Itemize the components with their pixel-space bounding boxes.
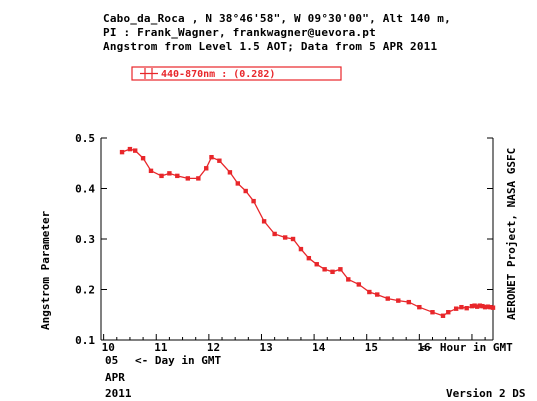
- legend-label: 440-870nm : (0.282): [161, 69, 275, 80]
- data-point: [140, 156, 146, 161]
- data-point: [235, 181, 241, 186]
- data-point: [488, 304, 493, 310]
- data-point: [430, 310, 435, 315]
- data-point: [209, 154, 214, 160]
- data-point: [298, 246, 304, 252]
- data-point: [204, 166, 209, 171]
- data-point: [322, 267, 327, 272]
- date-day: 05: [105, 354, 118, 367]
- right-axis-label: AERONET Project, NASA GSFC: [505, 148, 518, 320]
- data-point: [196, 176, 201, 181]
- version-label: Version 2 DS: [446, 387, 525, 400]
- y-tick-label: 0.2: [75, 284, 95, 297]
- date-year: 2011: [105, 387, 132, 400]
- data-point: [367, 289, 372, 295]
- data-point: [440, 313, 446, 318]
- x-tick-label: 12: [207, 341, 220, 354]
- chart-title-line-2: PI : Frank_Wagner, frankwagner@uevora.pt: [103, 26, 376, 39]
- data-point: [159, 173, 164, 179]
- y-tick-label: 0.1: [75, 334, 95, 347]
- data-point: [119, 149, 125, 155]
- chart-title-line-1: Cabo_da_Roca , N 38°46'58", W 09°30'00",…: [103, 12, 451, 25]
- data-point: [482, 304, 488, 310]
- date-month: APR: [105, 371, 125, 384]
- data-point: [338, 267, 343, 272]
- data-point: [417, 304, 422, 310]
- data-point: [282, 235, 288, 240]
- data-point: [453, 306, 459, 311]
- data-point: [261, 219, 267, 224]
- legend-box: [131, 66, 342, 81]
- x-tick-label: 10: [102, 341, 115, 354]
- data-point: [306, 255, 312, 261]
- data-point: [133, 148, 138, 153]
- data-point: [406, 299, 412, 305]
- y-axis-label: Angstrom Parameter: [39, 210, 52, 330]
- data-point: [477, 303, 483, 308]
- axes: [100, 138, 494, 341]
- x-axis-label: <- Hour in GMT: [420, 341, 513, 354]
- legend: 440-870nm : (0.282): [131, 66, 342, 81]
- data-point: [356, 282, 362, 287]
- data-point: [314, 262, 319, 267]
- data-point: [459, 304, 464, 310]
- data-point: [148, 168, 154, 174]
- data-point: [227, 170, 233, 175]
- data-point: [490, 305, 496, 310]
- y-tick-label: 0.5: [75, 132, 95, 145]
- x-tick-label: 15: [365, 341, 378, 354]
- data-point: [485, 304, 490, 309]
- x-tick-label: 14: [312, 341, 326, 354]
- data-point: [469, 303, 475, 309]
- data-point: [475, 304, 480, 309]
- data-point: [464, 305, 469, 311]
- data-point: [480, 303, 485, 309]
- data-point: [330, 269, 335, 275]
- x-ticks: 10 11 12 13 14 15 16: [102, 334, 486, 354]
- data-point: [243, 188, 248, 194]
- data-point: [175, 173, 180, 179]
- data-point: [396, 298, 401, 303]
- x-tick-label: 13: [259, 341, 272, 354]
- x-tick-label: 11: [154, 341, 168, 354]
- data-point: [346, 277, 351, 282]
- y-tick-label: 0.3: [75, 233, 95, 246]
- series-440-870nm: [119, 146, 496, 318]
- data-point: [472, 303, 477, 308]
- data-point: [127, 146, 133, 152]
- chart-title-line-3: Angstrom from Level 1.5 AOT; Data from 5…: [103, 40, 438, 53]
- data-point: [217, 158, 222, 163]
- y-tick-label: 0.4: [75, 183, 95, 196]
- data-point: [185, 176, 191, 181]
- data-point: [446, 310, 451, 315]
- x-tick-label: 16: [417, 341, 431, 354]
- y-ticks: 0.1 0.2 0.3 0.4 0.5: [75, 132, 493, 347]
- data-point: [290, 236, 296, 242]
- data-point: [272, 231, 277, 237]
- data-point: [251, 198, 256, 204]
- date-day-label: <- Day in GMT: [135, 354, 221, 367]
- data-point: [167, 171, 172, 176]
- data-point: [385, 296, 390, 301]
- data-point: [375, 292, 380, 297]
